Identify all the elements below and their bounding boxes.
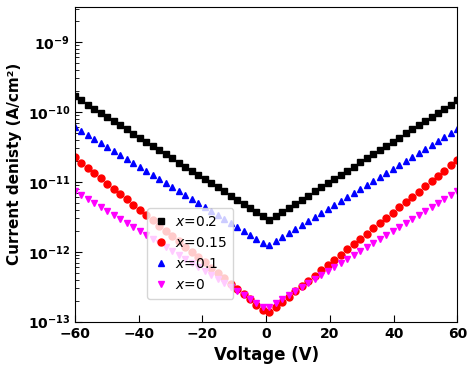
$x$=0 <box>455 188 460 193</box>
$x$=0.2 <box>455 98 460 103</box>
$x$=0.2 <box>195 173 201 177</box>
$x$=0.2 <box>319 185 324 190</box>
$x$=0.15 <box>266 310 272 315</box>
$x$=0 <box>202 269 208 273</box>
$x$=0.2 <box>169 156 175 161</box>
$x$=0.1 <box>319 211 324 215</box>
$x$=0.15 <box>195 255 201 259</box>
Line: $x$=0.1: $x$=0.1 <box>72 123 461 249</box>
$x$=0.2 <box>72 94 78 99</box>
$x$=0.15 <box>319 268 324 273</box>
$x$=0.2 <box>266 218 272 223</box>
X-axis label: Voltage (V): Voltage (V) <box>214 346 319 364</box>
$x$=0 <box>137 229 143 233</box>
$x$=0.1 <box>455 127 460 131</box>
$x$=0.1 <box>195 201 201 205</box>
Legend: $x$=0.2, $x$=0.15, $x$=0.1, $x$=0: $x$=0.2, $x$=0.15, $x$=0.1, $x$=0 <box>147 208 234 299</box>
$x$=0 <box>182 257 188 261</box>
$x$=0.1 <box>137 165 143 169</box>
$x$=0.15 <box>455 158 460 162</box>
$x$=0 <box>169 249 175 253</box>
$x$=0 <box>319 273 324 278</box>
$x$=0.15 <box>182 244 188 249</box>
$x$=0.15 <box>202 260 208 265</box>
$x$=0.2 <box>137 135 143 140</box>
$x$=0.1 <box>266 243 272 247</box>
$x$=0.15 <box>137 208 143 212</box>
$x$=0.1 <box>72 125 78 129</box>
$x$=0.1 <box>169 185 175 189</box>
$x$=0.2 <box>182 164 188 169</box>
$x$=0 <box>72 188 78 193</box>
Y-axis label: Current denisty (A/cm²): Current denisty (A/cm²) <box>7 63 22 265</box>
$x$=0.2 <box>202 177 208 181</box>
$x$=0 <box>266 305 272 309</box>
$x$=0 <box>195 265 201 269</box>
$x$=0.15 <box>169 234 175 239</box>
$x$=0.1 <box>182 193 188 197</box>
Line: $x$=0: $x$=0 <box>72 187 461 311</box>
Line: $x$=0.2: $x$=0.2 <box>72 93 461 224</box>
$x$=0.1 <box>202 205 208 209</box>
Line: $x$=0.15: $x$=0.15 <box>72 154 461 316</box>
$x$=0.15 <box>72 155 78 160</box>
